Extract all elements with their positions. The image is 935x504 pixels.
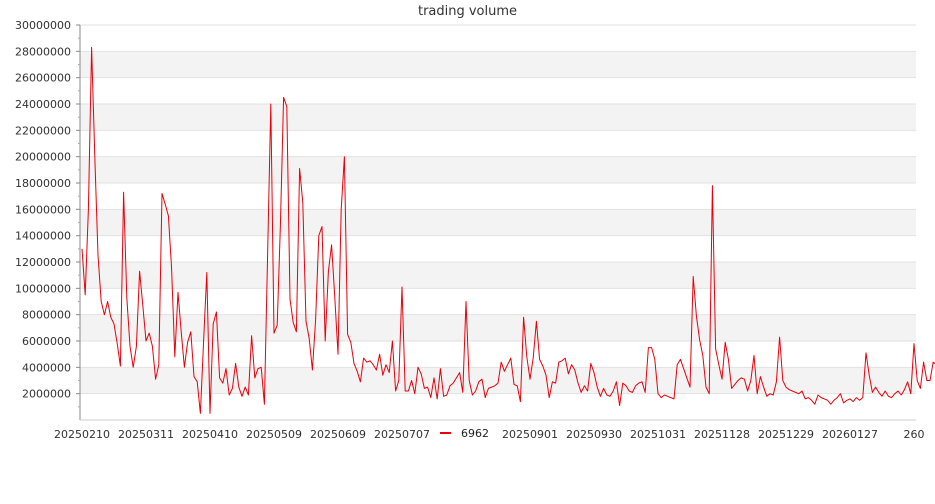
grid-band	[80, 51, 916, 78]
y-tick-label: 8000000	[22, 309, 71, 322]
y-tick-label: 20000000	[15, 151, 71, 164]
grid-band	[80, 262, 916, 289]
background-bands	[80, 51, 916, 394]
x-tick-label: 20251128	[694, 428, 750, 441]
x-tick-label: 20250707	[374, 428, 430, 441]
x-tick-label: 20260127	[822, 428, 878, 441]
y-tick-label: 4000000	[22, 361, 71, 374]
x-tick-label: 260	[904, 428, 925, 441]
x-tick-label: 20250609	[310, 428, 366, 441]
y-tick-label: 14000000	[15, 230, 71, 243]
y-tick-label: 22000000	[15, 124, 71, 137]
y-tick-label: 30000000	[15, 19, 71, 32]
x-axis-ticks: 20250210 20250311 20250410 20250509 20250609…	[54, 428, 925, 441]
x-tick-label: 20251031	[630, 428, 686, 441]
x-tick-label: 20250509	[246, 428, 302, 441]
x-tick-label: 20250311	[118, 428, 174, 441]
grid-band	[80, 209, 916, 236]
series-layer	[81, 46, 935, 414]
y-tick-label: 26000000	[15, 72, 71, 85]
chart-title: trading volume	[417, 4, 518, 19]
y-tick-label: 18000000	[15, 177, 71, 190]
grid-band	[80, 104, 916, 131]
y-tick-label: 28000000	[15, 45, 71, 58]
y-tick-label: 24000000	[15, 98, 71, 111]
grid-lines	[80, 24, 916, 395]
x-tick-label: 20250410	[182, 428, 238, 441]
y-tick-label: 2000000	[22, 388, 71, 401]
grid-band	[80, 156, 916, 183]
grid-band	[80, 314, 916, 341]
y-tick-label: 12000000	[15, 256, 71, 269]
x-tick-label: 20250930	[566, 428, 622, 441]
x-tick-label: 20250210	[54, 428, 110, 441]
y-axis-ticks: 2000000 4000000 6000000 8000000 10000000 1200…	[15, 19, 80, 408]
legend-swatch	[440, 432, 451, 434]
legend-label: 6962	[461, 426, 489, 440]
y-tick-label: 6000000	[22, 335, 71, 348]
x-tick-label: 20250901	[502, 428, 558, 441]
y-tick-label: 10000000	[15, 282, 71, 295]
legend: 6962	[440, 425, 489, 441]
y-tick-label: 16000000	[15, 203, 71, 216]
x-tick-label: 20251229	[758, 428, 814, 441]
series-line-6962	[81, 46, 935, 414]
